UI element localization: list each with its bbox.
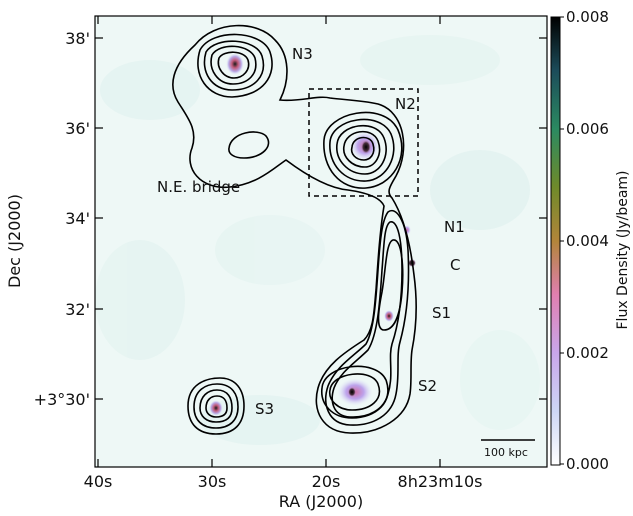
colorbar-label: Flux Density (Jy/beam) — [615, 171, 631, 330]
x-tick-label: 20s — [312, 472, 341, 491]
colorbar-tick-label: 0.006 — [566, 120, 609, 138]
contour-n3-3 — [210, 45, 257, 85]
contour-n3-1 — [197, 33, 273, 98]
contour-s2-2 — [328, 373, 381, 411]
y-tick-label: 36' — [65, 119, 90, 138]
contour-ne-bridge-hole — [228, 131, 270, 159]
plot-frame — [94, 15, 548, 468]
y-tick-label: +3°30' — [34, 390, 90, 409]
contour-tail-1 — [325, 209, 410, 426]
y-tick-label: 34' — [65, 209, 90, 228]
emission-features — [209, 53, 416, 416]
x-tick-label: 30s — [198, 472, 227, 491]
label-s1: S1 — [432, 304, 451, 322]
source-labels: N3 N2 N.E. bridge N1 C S1 S2 S3 — [157, 45, 465, 418]
colorbar-tick-label: 0.004 — [566, 232, 609, 250]
colorbar-tick-label: 0.000 — [566, 455, 609, 473]
x-tick-labels: 40s 30s 20s 8h23m10s — [84, 472, 483, 491]
contour-n2-4 — [342, 130, 381, 168]
x-tick-label: 8h23m10s — [398, 472, 483, 491]
scale-bar-label: 100 kpc — [484, 446, 528, 459]
s2-core — [348, 387, 356, 397]
contour-lines — [172, 24, 417, 435]
y-tick-label: 32' — [65, 300, 90, 319]
colorbar: 0.008 0.006 0.004 0.002 0.000 Flux Densi… — [550, 8, 631, 473]
colorbar-tick-label: 0.002 — [566, 344, 609, 362]
colorbar-tick-label: 0.008 — [566, 8, 609, 26]
label-n3: N3 — [292, 45, 313, 63]
x-tick-label: 40s — [84, 472, 113, 491]
contour-outer-north — [172, 24, 417, 434]
s1-emission — [384, 310, 394, 322]
contour-c-s1 — [377, 239, 404, 331]
label-s2: S2 — [418, 377, 437, 395]
n2-core — [361, 140, 371, 154]
y-axis-ticks — [95, 37, 547, 400]
contour-s3-1 — [187, 377, 245, 435]
y-tick-labels: +3°30' 32' 34' 36' 38' — [34, 29, 90, 409]
label-n1: N1 — [444, 218, 465, 236]
n3-emission — [226, 53, 244, 75]
s3-emission — [209, 400, 223, 416]
contour-n3-4 — [217, 51, 250, 79]
n2-zoom-box — [308, 88, 419, 197]
contour-n2-5 — [350, 136, 375, 161]
x-axis-label: RA (J2000) — [279, 492, 363, 511]
contour-n2-1 — [323, 111, 403, 189]
scale-bar: 100 kpc — [481, 439, 535, 459]
contour-n2-3 — [336, 124, 387, 175]
y-tick-label: 38' — [65, 29, 90, 48]
contour-s3-4 — [205, 395, 228, 418]
x-axis-ticks — [97, 16, 441, 467]
label-s3: S3 — [255, 400, 274, 418]
label-c: C — [450, 256, 460, 274]
contour-n2-2 — [329, 118, 395, 182]
contour-s2-1 — [321, 365, 389, 419]
y-axis-label: Dec (J2000) — [5, 194, 24, 288]
contour-s3-2 — [193, 383, 239, 429]
noise-field — [95, 35, 540, 445]
label-ne-bridge: N.E. bridge — [157, 178, 240, 196]
contour-s3-3 — [199, 389, 233, 423]
colorbar-gradient — [550, 16, 561, 466]
contour-n3-2 — [203, 40, 265, 91]
label-n2: N2 — [395, 95, 416, 113]
